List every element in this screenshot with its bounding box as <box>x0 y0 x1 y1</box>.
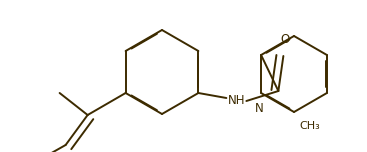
Text: O: O <box>281 33 290 46</box>
Text: CH₃: CH₃ <box>299 121 320 131</box>
Text: N: N <box>255 102 264 115</box>
Text: NH: NH <box>228 95 245 107</box>
